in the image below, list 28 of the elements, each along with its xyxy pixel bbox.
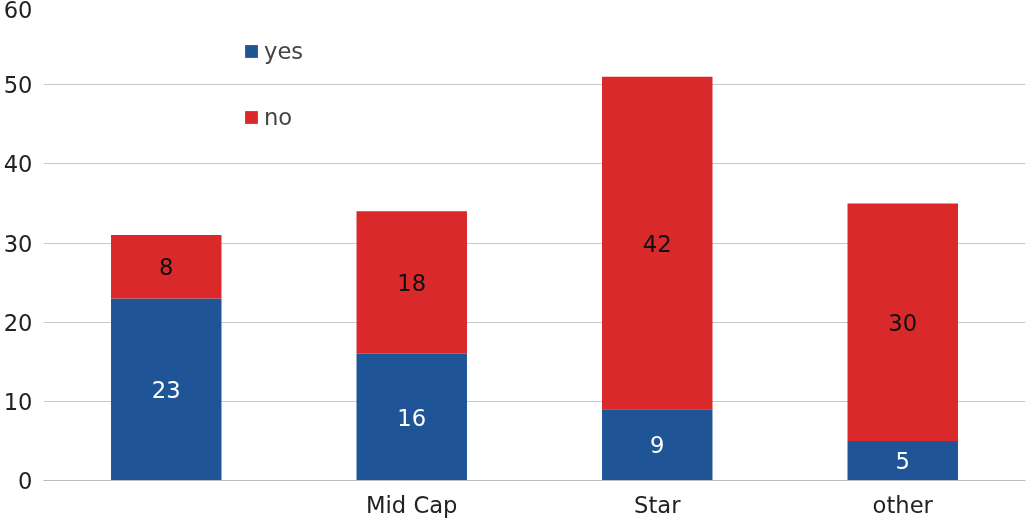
data-label: 8	[159, 254, 174, 281]
data-label: 30	[888, 309, 918, 336]
y-tick-label: 30	[3, 230, 33, 257]
bar	[847, 203, 958, 441]
bar	[602, 76, 713, 410]
bar	[356, 353, 467, 481]
data-label: 16	[397, 404, 427, 431]
y-tick-label: 40	[3, 151, 33, 178]
legend-label: yes	[264, 38, 304, 64]
data-label: 5	[895, 448, 910, 475]
bar	[111, 235, 222, 299]
data-label: 42	[642, 230, 672, 257]
x-tick-label: Star	[634, 491, 682, 518]
legend-label: no	[264, 104, 293, 130]
x-tick-label: Mid Cap	[365, 491, 458, 518]
y-tick-label: 50	[3, 72, 33, 99]
y-tick-label: 60	[3, 0, 33, 23]
y-tick-label: 10	[3, 388, 33, 415]
y-tick-label: 20	[3, 309, 33, 336]
bar	[356, 211, 467, 354]
bar	[847, 440, 958, 481]
bar	[602, 409, 713, 481]
data-label: 23	[151, 376, 181, 403]
bar	[111, 298, 222, 481]
data-label: 18	[397, 270, 427, 297]
data-label: 9	[650, 432, 665, 459]
x-tick-label: other	[872, 491, 934, 518]
y-tick-label: 0	[18, 468, 33, 494]
